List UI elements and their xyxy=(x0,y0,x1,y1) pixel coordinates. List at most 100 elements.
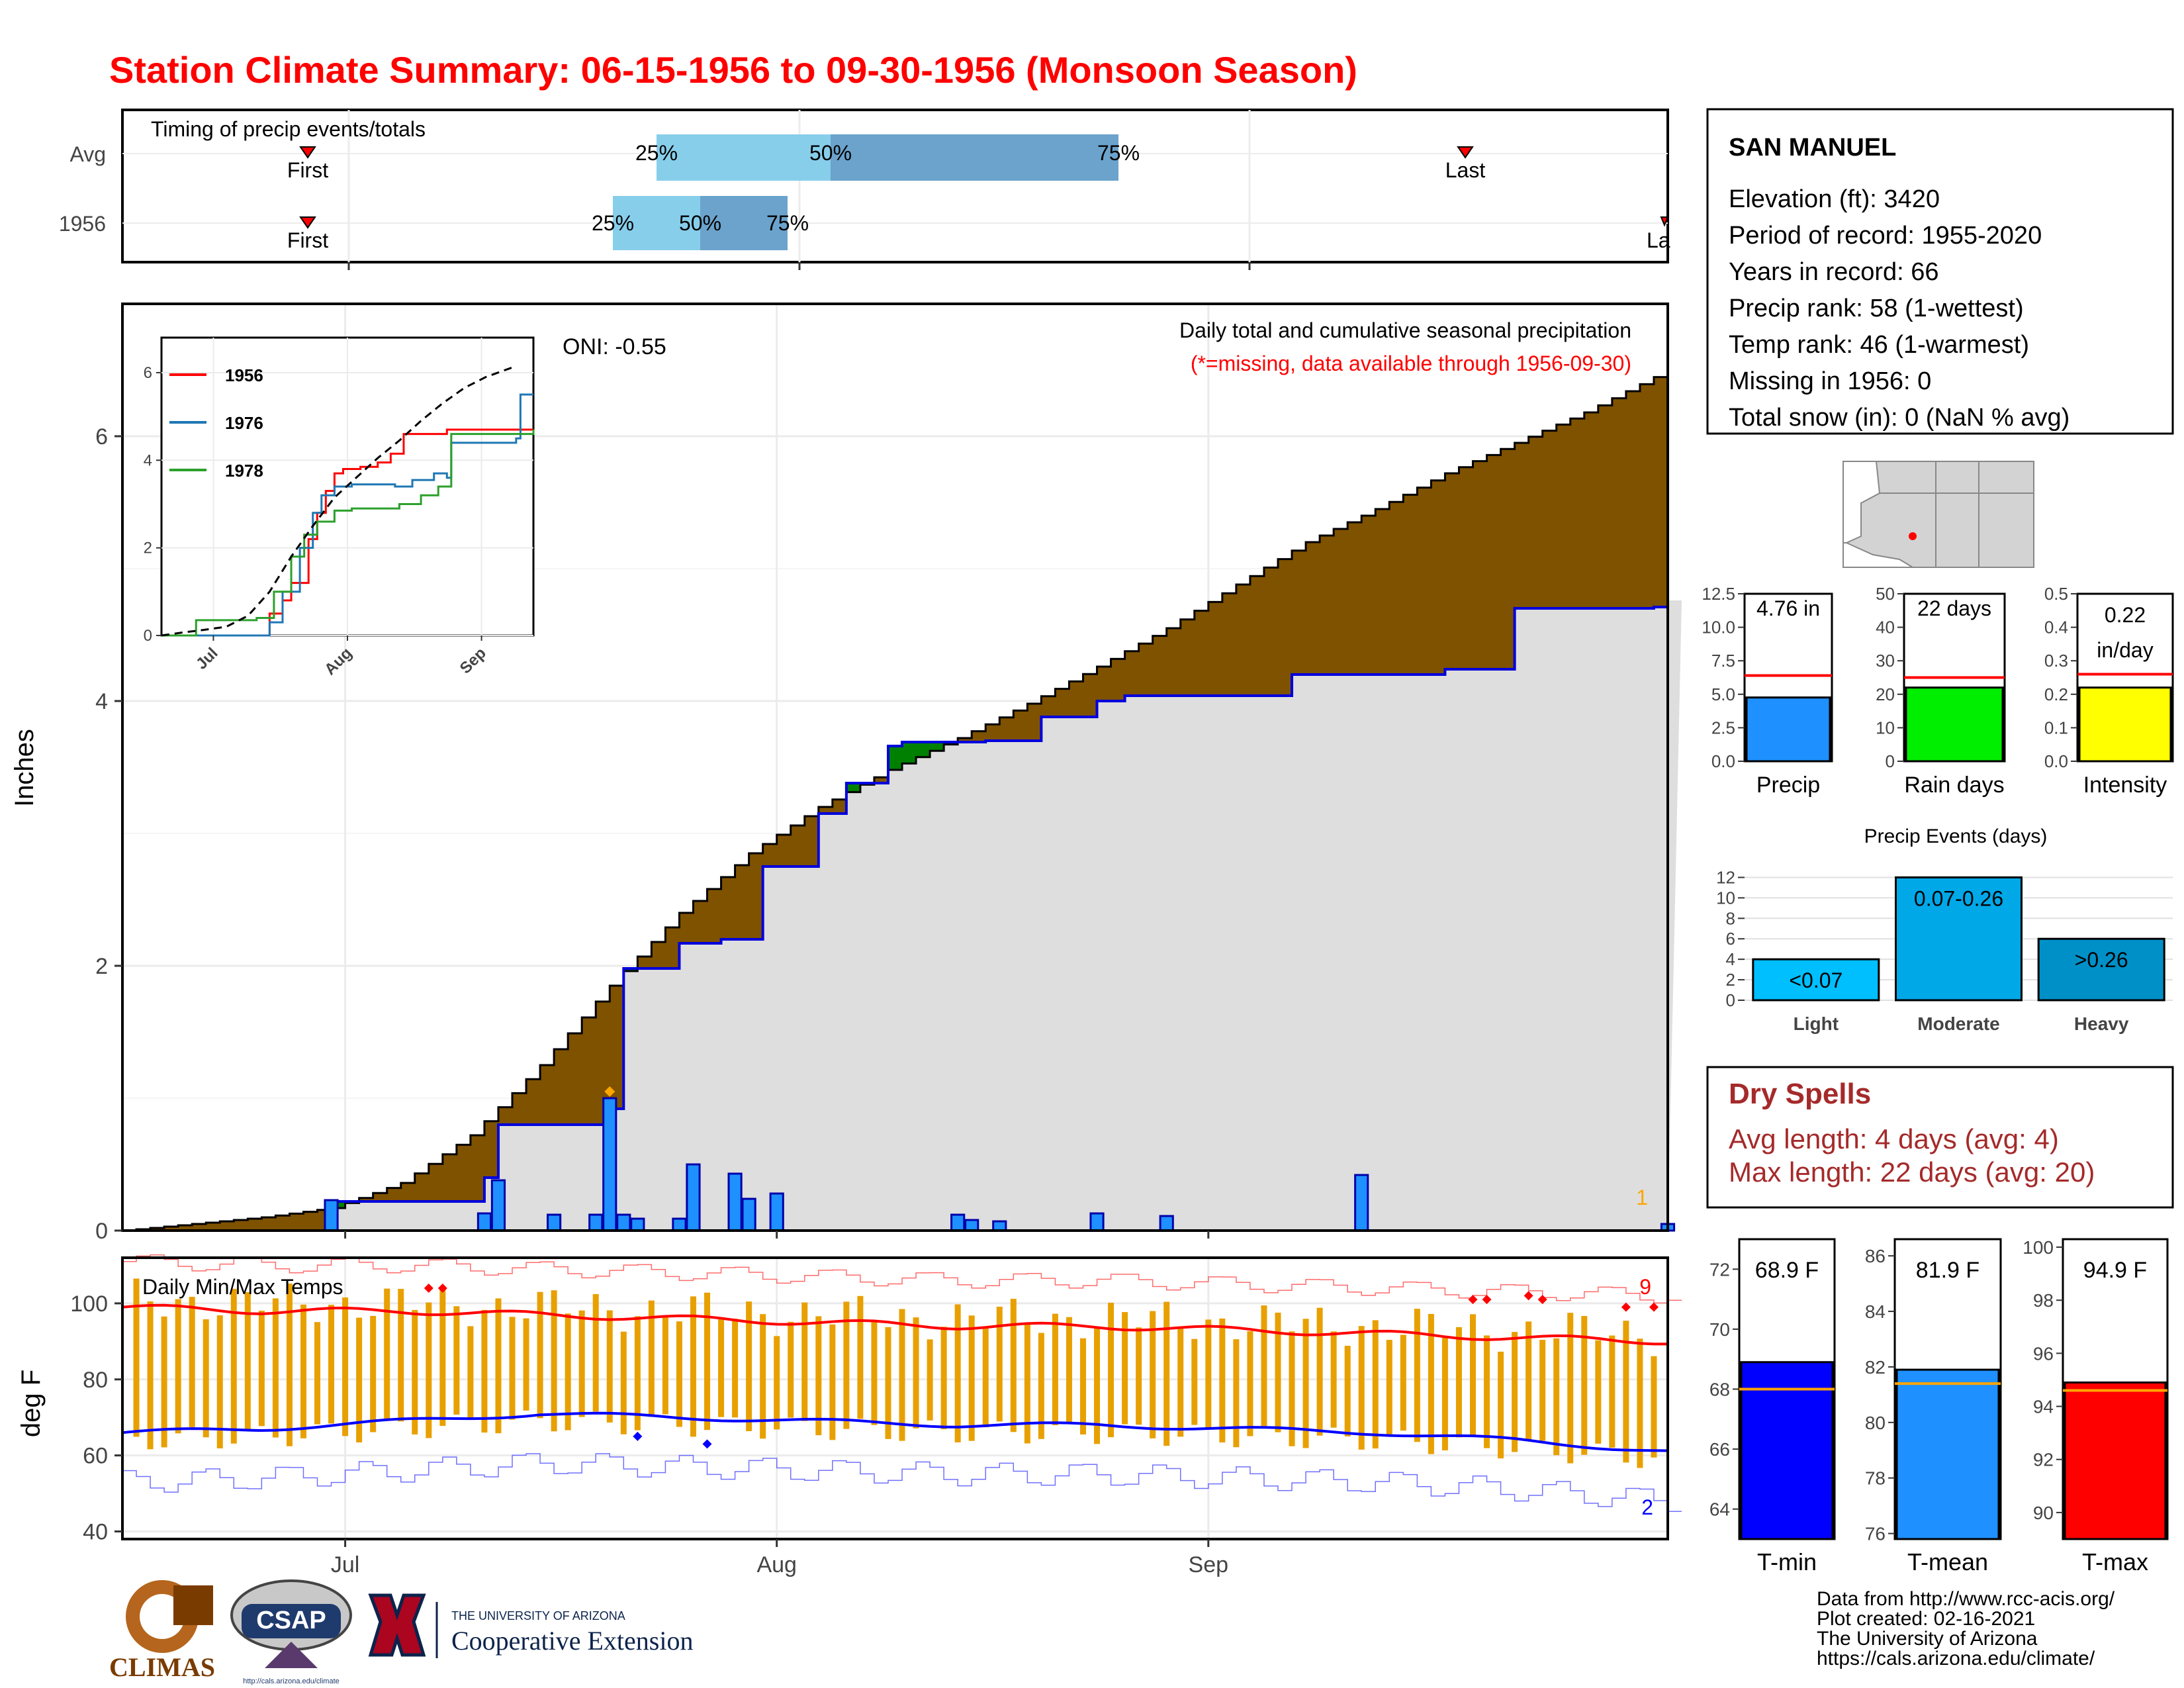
daily-temp-range xyxy=(1094,1327,1101,1444)
deficit-area xyxy=(1403,494,1418,675)
dry-spells-frame xyxy=(1706,1066,2174,1209)
daily-temp-range xyxy=(1525,1321,1532,1440)
station-line: Years in record: 66 xyxy=(1729,258,1939,286)
temp-summary-label: T-max xyxy=(2082,1548,2148,1575)
daily-temp-range xyxy=(161,1316,167,1448)
deficit-area xyxy=(1292,550,1306,675)
first-year-label: First xyxy=(287,228,328,252)
temp-x-tick-label: Sep xyxy=(1189,1552,1229,1577)
daily-temp-range xyxy=(801,1302,808,1421)
daily-temp-range xyxy=(481,1309,488,1433)
deficit-area xyxy=(178,1225,193,1231)
record-high-marker xyxy=(424,1283,433,1293)
mini-y-tick-label: 20 xyxy=(1876,684,1895,704)
deficit-area xyxy=(693,901,708,943)
daily-temp-range xyxy=(940,1327,947,1430)
y-tick-label: 2 xyxy=(95,954,108,979)
mini-bar-value-unit: in/day xyxy=(2097,638,2153,662)
inset-series xyxy=(161,365,535,637)
climas-emblem-block xyxy=(173,1585,213,1625)
daily-temp-range xyxy=(1010,1299,1017,1432)
mini-y-tick-label: 0.2 xyxy=(2044,684,2068,704)
daily-temp-range xyxy=(1581,1315,1588,1455)
temp-summary-value: 68.9 F xyxy=(1755,1258,1819,1283)
temp-summary-y-tick-label: 92 xyxy=(2033,1450,2054,1470)
precip-ylabel: Inches xyxy=(10,729,39,807)
last-avg-label: Last xyxy=(1445,158,1486,182)
mini-y-tick-label: 0.4 xyxy=(2044,618,2068,637)
daily-temp-range xyxy=(495,1298,502,1434)
temp-summary-value: 81.9 F xyxy=(1916,1258,1979,1283)
csap-badge xyxy=(242,1604,341,1638)
inset-average-line xyxy=(161,365,517,637)
deficit-area xyxy=(1473,461,1488,669)
deficit-area xyxy=(1389,502,1404,675)
daily-precip-bar xyxy=(588,1213,604,1232)
deficit-area xyxy=(1653,377,1668,607)
first-avg-label: First xyxy=(287,158,328,182)
daily-temp-range xyxy=(1428,1313,1434,1454)
daily-temp-range xyxy=(314,1322,321,1425)
first-year-marker xyxy=(299,216,316,229)
daily-temp-range xyxy=(1386,1340,1392,1436)
daily-temp-range xyxy=(216,1315,223,1448)
daily-temp-range xyxy=(1275,1312,1281,1432)
daily-temp-range xyxy=(1484,1335,1490,1448)
daily-temp-range xyxy=(356,1317,363,1443)
daily-temp-range xyxy=(634,1316,641,1430)
deficit-area xyxy=(289,1213,304,1231)
daily-temp-range xyxy=(1512,1332,1518,1452)
daily-temp-range xyxy=(1330,1331,1337,1428)
daily-temp-range xyxy=(1247,1331,1253,1436)
deficit-area xyxy=(540,1065,555,1125)
timing-year-25: 25% xyxy=(592,211,634,235)
daily-temp-range xyxy=(982,1327,989,1428)
temp-summary-y-tick-label: 82 xyxy=(1865,1357,1886,1378)
daily-temp-range xyxy=(690,1296,696,1437)
events-y-tick-label: 12 xyxy=(1716,867,1735,887)
temp-x-tick-label: Jul xyxy=(331,1552,359,1577)
record-high-marker xyxy=(1482,1295,1492,1305)
events-y-tick-label: 10 xyxy=(1716,888,1735,908)
station-line: Total snow (in): 0 (NaN % avg) xyxy=(1729,404,2070,432)
deficit-area xyxy=(1320,536,1334,675)
station-line: Period of record: 1955-2020 xyxy=(1729,222,2042,250)
deficit-area xyxy=(470,1135,485,1201)
last-year-label: La xyxy=(1647,228,1670,252)
deficit-area xyxy=(762,844,778,867)
daily-precip-bar xyxy=(672,1217,687,1232)
deficit-area xyxy=(512,1093,527,1125)
daily-temp-range xyxy=(258,1310,265,1427)
avg-tmax-line xyxy=(122,1303,1668,1346)
daily-temp-range xyxy=(1539,1340,1546,1441)
daily-precip-bar xyxy=(964,1219,979,1232)
deficit-area xyxy=(582,1017,596,1125)
daily-temp-range xyxy=(147,1301,154,1450)
daily-temp-range xyxy=(244,1291,251,1430)
daily-precip-bar xyxy=(1159,1215,1174,1232)
events-y-tick-label: 6 xyxy=(1726,929,1735,949)
daily-temp-range xyxy=(927,1339,933,1421)
temp-summary-y-tick-label: 68 xyxy=(1709,1380,1730,1400)
precip-note: Daily total and cumulative seasonal prec… xyxy=(1179,318,1631,342)
deficit-area xyxy=(790,825,805,867)
y-tick-label: 6 xyxy=(95,424,108,449)
precip-axes: 0 2 4 6 xyxy=(95,424,1210,1244)
daily-temp-range xyxy=(342,1297,349,1436)
daily-temp-range xyxy=(648,1300,655,1417)
deficit-area xyxy=(832,799,847,814)
deficit-area xyxy=(220,1221,234,1231)
temp-summary-y-tick-label: 86 xyxy=(1865,1246,1886,1266)
deficit-area xyxy=(999,717,1014,741)
timing-avg-q2 xyxy=(831,134,1118,181)
temp-summary-y-tick-label: 98 xyxy=(2033,1290,2054,1311)
deficit-area xyxy=(637,957,652,968)
timing-row-year: 1956 xyxy=(59,212,106,236)
daily-temp-range xyxy=(1316,1307,1323,1436)
temp-summary-y-tick-label: 80 xyxy=(1865,1413,1886,1433)
deficit-area xyxy=(818,807,833,814)
deficit-area xyxy=(1570,418,1585,608)
average-cumulative-line xyxy=(122,376,1668,1232)
